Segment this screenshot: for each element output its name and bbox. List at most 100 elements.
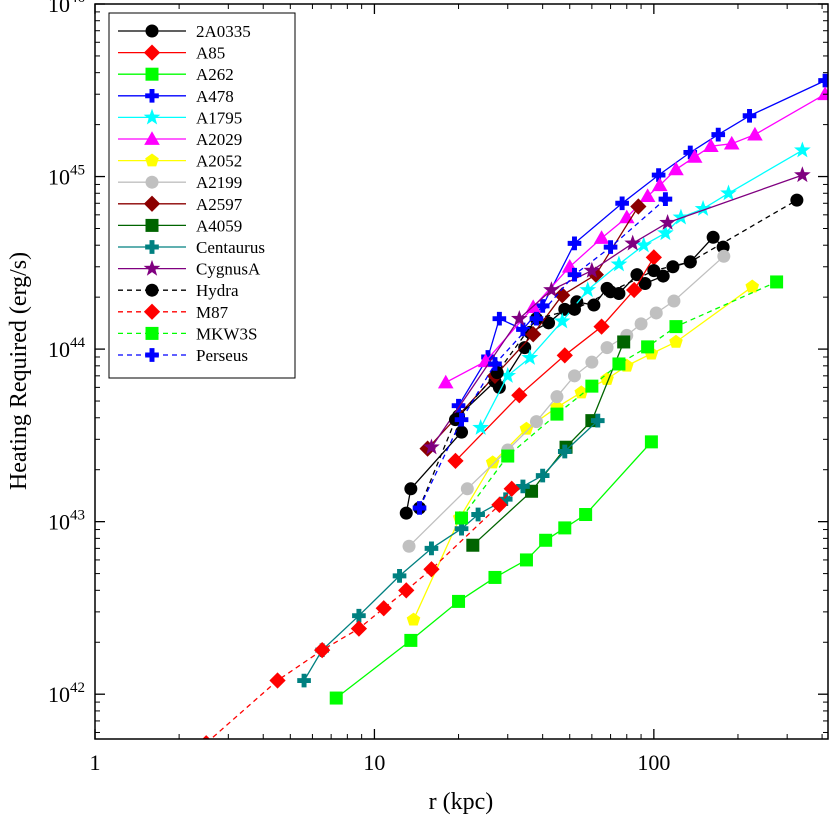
legend-marker	[145, 326, 159, 340]
data-point	[579, 508, 593, 522]
legend-label: A478	[196, 87, 234, 106]
data-point	[447, 452, 464, 470]
data-point	[535, 299, 550, 313]
series-line	[455, 257, 655, 462]
data-point	[770, 275, 784, 289]
legend-label: A2052	[196, 152, 242, 171]
legend-entry-a478: A478	[118, 87, 234, 106]
data-point	[511, 387, 528, 404]
series-a262	[329, 435, 658, 705]
series-line	[445, 93, 826, 384]
data-point	[423, 438, 440, 455]
data-point	[686, 149, 703, 163]
data-point	[639, 188, 656, 202]
series-cygnusa	[423, 166, 811, 455]
series-centaurus	[297, 413, 605, 688]
legend-label: A2199	[196, 173, 242, 192]
legend-marker	[145, 175, 159, 189]
data-point	[452, 594, 466, 608]
data-point	[550, 390, 564, 404]
y-tick-label: 1045	[48, 163, 85, 190]
x-tick-label: 10	[363, 750, 385, 775]
legend-entry-perseus: Perseus	[118, 346, 248, 365]
data-point	[437, 374, 454, 389]
legend-entry-hydra: Hydra	[118, 281, 239, 300]
data-point	[404, 482, 418, 496]
data-point	[314, 642, 331, 659]
data-point	[488, 357, 502, 371]
y-tick-label: 1043	[48, 508, 85, 535]
data-point	[521, 349, 539, 365]
series-perseus	[412, 192, 673, 515]
legend-entry-m87: M87	[118, 303, 229, 322]
series-a85	[447, 249, 662, 470]
data-point	[818, 73, 828, 88]
data-point	[669, 320, 683, 334]
data-point	[375, 600, 392, 617]
data-point	[694, 200, 712, 216]
data-point	[550, 407, 564, 421]
legend: 2A0335 A85 A262 A478 A1795 A2029 A2052 A2199 A25…	[108, 12, 296, 379]
data-point	[451, 398, 466, 413]
x-tick-label: 100	[637, 750, 670, 775]
data-point	[455, 425, 469, 439]
data-point	[567, 267, 582, 282]
data-point	[424, 541, 439, 556]
data-point	[587, 298, 601, 312]
data-point	[498, 492, 513, 506]
data-point	[510, 309, 528, 326]
data-point	[600, 341, 614, 355]
data-point	[558, 521, 572, 535]
data-point	[574, 385, 589, 399]
data-point	[651, 177, 668, 192]
series-a2029	[437, 86, 828, 389]
legend-marker	[145, 348, 159, 362]
series-2a0335	[399, 230, 730, 520]
series-line	[335, 441, 652, 699]
data-point	[579, 281, 597, 298]
data-point	[638, 276, 652, 290]
data-point	[423, 561, 440, 578]
data-point	[491, 496, 508, 514]
data-point	[542, 316, 556, 330]
series-layer	[202, 73, 828, 739]
data-point	[659, 213, 676, 230]
data-point	[644, 435, 658, 449]
data-point	[567, 369, 581, 383]
data-point	[352, 608, 366, 623]
legend-marker	[145, 283, 159, 297]
data-point	[398, 582, 415, 599]
data-point	[481, 350, 495, 364]
legend-label: A2597	[196, 195, 243, 214]
data-point	[790, 193, 804, 207]
data-point	[392, 569, 407, 583]
y-tick-label: 1046	[48, 0, 86, 17]
axes-layer: 1 10 100 1042 1043 1044 1045 1046	[48, 0, 828, 775]
y-tick-label: 1042	[48, 680, 85, 707]
series-line	[412, 286, 753, 621]
series-a478	[451, 73, 828, 413]
data-point	[558, 302, 572, 316]
data-point	[590, 413, 605, 428]
series-mkw3s	[455, 275, 784, 525]
data-point	[529, 415, 543, 429]
data-point	[603, 240, 618, 254]
data-point	[543, 281, 560, 298]
legend-marker	[143, 108, 161, 125]
y-axis-label: Heating Required (erg/s)	[6, 252, 32, 490]
data-point	[585, 379, 599, 393]
data-point	[634, 317, 648, 331]
legend-entry-centaurus: Centaurus	[118, 238, 265, 257]
legend-entry-a85: A85	[118, 44, 225, 63]
series-line	[405, 236, 724, 514]
data-point	[745, 279, 760, 293]
data-point	[817, 86, 828, 101]
series-m87	[202, 480, 520, 739]
data-point	[539, 533, 553, 547]
data-point	[742, 108, 757, 123]
data-point	[672, 208, 690, 225]
data-point	[519, 421, 534, 435]
legend-label: MKW3S	[196, 324, 257, 343]
series-line	[460, 281, 777, 519]
data-point	[329, 691, 343, 705]
